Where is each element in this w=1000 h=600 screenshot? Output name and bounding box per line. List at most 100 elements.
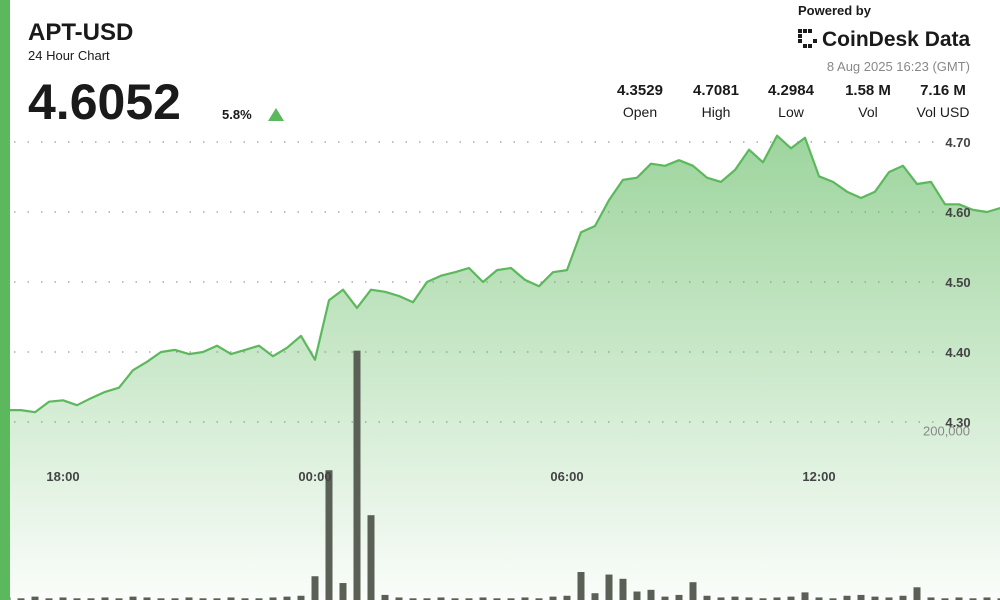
- stat-value: 4.7081: [693, 82, 739, 99]
- volume-bar: [563, 595, 571, 600]
- volume-bar: [969, 598, 977, 600]
- volume-bar: [381, 594, 389, 600]
- volume-bar: [255, 598, 263, 600]
- volume-bar: [199, 598, 207, 600]
- volume-bar: [731, 596, 739, 600]
- price-area: [10, 135, 1000, 600]
- volume-bar: [143, 597, 151, 600]
- stat-label: Vol: [858, 104, 877, 120]
- volume-bar: [745, 597, 753, 600]
- volume-bar: [689, 582, 697, 600]
- volume-bar: [997, 598, 1000, 600]
- volume-bar: [157, 598, 165, 600]
- volume-bar: [549, 596, 557, 600]
- volume-bar: [983, 597, 991, 600]
- y-tick-label: 4.50: [945, 275, 970, 290]
- volume-bar: [45, 598, 53, 600]
- volume-bar: [311, 576, 319, 600]
- volume-bar: [339, 583, 347, 600]
- volume-bar: [297, 595, 305, 600]
- volume-bar: [927, 597, 935, 600]
- volume-bar: [479, 597, 487, 600]
- volume-bar: [269, 597, 277, 600]
- subtitle: 24 Hour Chart: [28, 48, 110, 63]
- plot-area: [10, 134, 1000, 600]
- volume-bar: [675, 594, 683, 600]
- volume-bar: [605, 574, 613, 600]
- y-tick-label: 4.60: [945, 205, 970, 220]
- volume-bar: [423, 598, 431, 600]
- volume-bar: [619, 578, 627, 600]
- volume-bar: [129, 596, 137, 600]
- volume-bar: [941, 598, 949, 600]
- timestamp: 8 Aug 2025 16:23 (GMT): [827, 59, 970, 74]
- y-tick-label: 4.70: [945, 135, 970, 150]
- price-line: [10, 134, 1000, 414]
- volume-bar: [213, 598, 221, 600]
- volume-bar: [787, 596, 795, 600]
- volume-bar: [647, 589, 655, 600]
- stat-label: Open: [623, 104, 657, 120]
- change: 5.8%: [222, 107, 252, 122]
- volume-bar: [815, 597, 823, 600]
- volume-bar: [577, 572, 585, 600]
- brand-icon: [798, 29, 817, 48]
- up-arrow: [268, 108, 284, 121]
- volume-bar: [73, 598, 81, 600]
- volume-bar: [395, 597, 403, 600]
- volume-bar: [115, 598, 123, 600]
- volume-bar: [283, 596, 291, 600]
- volume-bar: [535, 598, 543, 600]
- volume-bar: [913, 587, 921, 600]
- volume-bar: [857, 594, 865, 600]
- volume-bar: [591, 593, 599, 600]
- x-tick-label: 18:00: [46, 469, 79, 484]
- volume-bar: [703, 595, 711, 600]
- stat-value: 4.2984: [768, 82, 815, 99]
- stat-value: 7.16 M: [920, 82, 966, 99]
- accent-bar: [0, 0, 10, 600]
- volume-bar: [465, 598, 473, 600]
- volume-bar: [31, 596, 39, 600]
- volume-bar: [241, 598, 249, 600]
- y-tick-label: 4.30: [945, 415, 970, 430]
- x-tick-label: 00:00: [298, 469, 331, 484]
- stats: 4.3529 Open 4.7081 High 4.2984 Low 1.58 …: [617, 82, 969, 120]
- y2-tick-label: 200,000: [923, 423, 970, 438]
- stat-label: Low: [778, 104, 805, 120]
- volume-bar: [759, 598, 767, 600]
- volume-bar: [955, 597, 963, 600]
- symbol: APT-USD: [28, 19, 133, 46]
- stat-value: 1.58 M: [845, 82, 891, 99]
- volume-bar: [661, 596, 669, 600]
- volume-bar: [87, 598, 95, 600]
- x-tick-label: 06:00: [550, 469, 583, 484]
- volume-bar: [185, 597, 193, 600]
- volume-bar: [353, 350, 361, 600]
- volume-bar: [493, 598, 501, 600]
- volume-bar: [801, 592, 809, 600]
- volume-bar: [633, 591, 641, 600]
- volume-bar: [451, 598, 459, 600]
- powered-by: Powered by: [798, 3, 872, 18]
- volume-bar: [521, 597, 529, 600]
- volume-bar: [101, 597, 109, 600]
- y-tick-label: 4.40: [945, 345, 970, 360]
- volume-bar: [871, 596, 879, 600]
- stat-label: High: [702, 104, 731, 120]
- price: 4.6052: [28, 74, 181, 130]
- volume-bar: [899, 595, 907, 600]
- stat-value: 4.3529: [617, 82, 663, 99]
- stat-label: Vol USD: [917, 104, 970, 120]
- volume-bar: [717, 597, 725, 600]
- volume-bar: [773, 597, 781, 600]
- volume-bar: [10, 597, 11, 600]
- volume-bar: [59, 597, 67, 600]
- volume-bar: [171, 598, 179, 600]
- volume-bar: [829, 598, 837, 600]
- volume-bar: [885, 597, 893, 600]
- volume-bar: [325, 470, 333, 600]
- volume-bar: [367, 515, 375, 600]
- volume-bar: [17, 598, 25, 600]
